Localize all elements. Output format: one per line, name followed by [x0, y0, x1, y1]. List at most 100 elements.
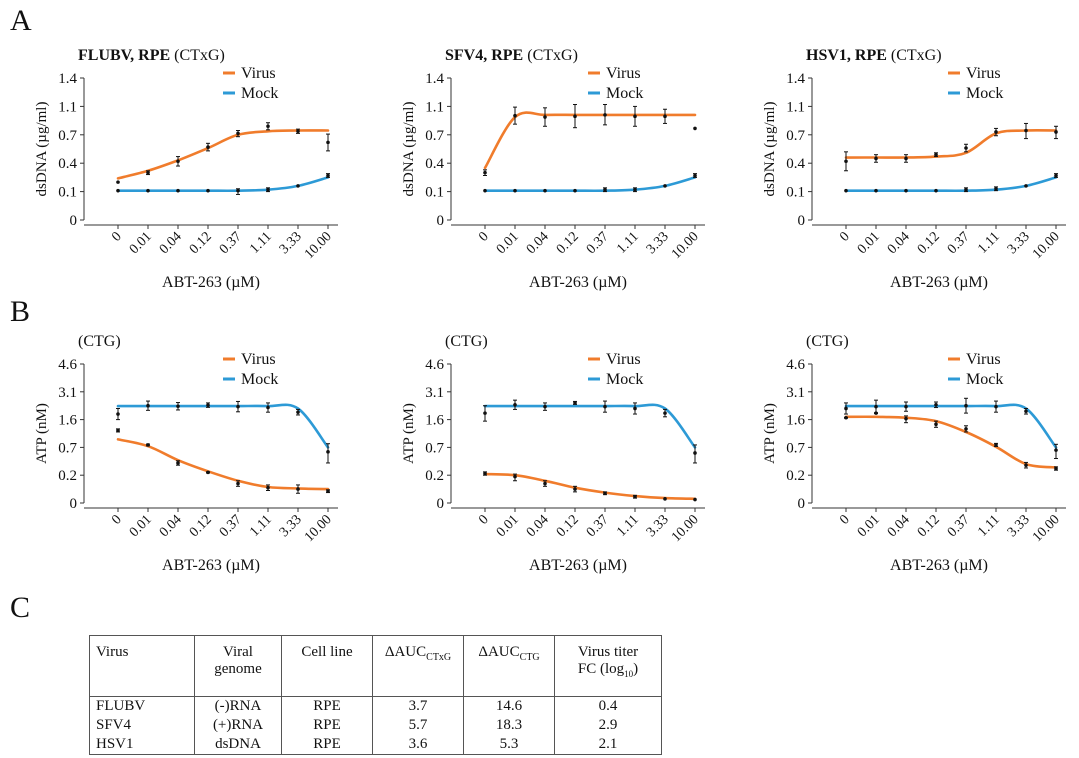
fit-curve-mock [483, 403, 697, 449]
data-point [116, 188, 120, 193]
x-tick-label: 0.37 [945, 229, 973, 257]
data-point [266, 124, 270, 129]
legend-label-virus: Virus [966, 65, 1001, 82]
data-point [206, 470, 210, 475]
data-point [543, 115, 547, 119]
x-tick-label: 0 [476, 512, 492, 528]
y-axis-label: dsDNA (µg/ml) [401, 102, 417, 197]
table-header-dauc-ctxg: ΔAUCCTxG [372, 635, 464, 697]
x-tick-label: 1.11 [975, 512, 1003, 540]
x-tick-label: 0 [476, 229, 492, 245]
chart-title-normal: (CTG) [445, 333, 488, 350]
table-cell: 5.3 [463, 735, 555, 755]
data-point [934, 422, 938, 427]
table-row: HSV1 dsDNA RPE 3.6 5.3 2.1 [89, 735, 662, 755]
data-point [326, 489, 330, 493]
fit-curve-mock [483, 176, 697, 193]
y-tick-label: 4.6 [425, 357, 444, 373]
y-axis-label: ATP (nM) [34, 403, 50, 464]
data-point [663, 184, 667, 188]
data-point [266, 485, 270, 490]
data-point [206, 188, 210, 193]
x-tick-label: 0.04 [524, 229, 552, 257]
data-point [326, 450, 330, 454]
chart-panel: HSV1, RPE (CTxG) 0 0.1 0.4 0.7 1.1 1.4 dsDNA (µ… [762, 47, 1066, 291]
x-tick-label: 3.33 [277, 512, 305, 540]
x-tick-label: 0.37 [584, 512, 612, 540]
data-point [1054, 466, 1058, 471]
y-tick-label: 0.7 [786, 440, 805, 456]
data-point [844, 159, 848, 164]
data-point [1054, 130, 1058, 134]
y-tick-label: 0.4 [786, 156, 805, 172]
data-point [573, 401, 577, 405]
data-point [994, 186, 998, 191]
legend-label-mock: Mock [606, 85, 643, 102]
data-point [874, 156, 878, 161]
data-point [693, 126, 697, 131]
data-point [693, 451, 697, 455]
y-tick-label: 0.7 [786, 128, 805, 144]
data-point [296, 129, 300, 134]
x-tick-label: 0.12 [187, 229, 215, 257]
data-point [296, 184, 300, 188]
x-tick-label: 10.00 [669, 229, 702, 262]
y-tick-label: 4.6 [58, 357, 77, 373]
table-header-cell-line: Cell line [281, 635, 373, 697]
y-tick-label: 0.2 [786, 468, 805, 484]
x-tick-label: 1.11 [975, 229, 1003, 257]
y-tick-label: 0 [70, 496, 78, 512]
table-cell: RPE [281, 696, 373, 716]
x-tick-label: 0.04 [157, 512, 185, 540]
data-point [573, 114, 577, 119]
data-point [116, 412, 120, 416]
y-tick-label: 3.1 [58, 385, 77, 401]
chart-panel: FLUBV, RPE (CTxG) 0 0.1 0.4 0.7 1.1 1.4 dsDNA (… [34, 47, 338, 291]
data-point [693, 497, 697, 502]
x-tick-label: 0.04 [885, 512, 913, 540]
x-axis-label: ABT-263 (µM) [529, 274, 627, 291]
y-tick-label: 0.1 [58, 185, 77, 201]
data-point [543, 188, 547, 193]
data-point [236, 481, 240, 486]
data-point [663, 411, 667, 415]
y-tick-label: 0.4 [58, 156, 77, 172]
data-point [513, 113, 517, 118]
data-point [176, 188, 180, 193]
table-cell: dsDNA [194, 735, 282, 755]
x-tick-label: 0.01 [855, 229, 883, 257]
y-axis-label: ATP (nM) [401, 403, 417, 464]
table-cell: RPE [281, 716, 373, 735]
data-point [603, 491, 607, 496]
x-tick-label: 10.00 [1030, 229, 1063, 262]
x-tick-label: 0.01 [494, 229, 522, 257]
data-point [633, 494, 637, 499]
data-point [176, 159, 180, 164]
data-point [206, 145, 210, 149]
x-tick-label: 10.00 [302, 229, 335, 262]
x-axis-label: ABT-263 (µM) [890, 274, 988, 291]
y-tick-label: 1.1 [425, 99, 444, 115]
table-cell: FLUBV [89, 696, 195, 716]
data-point [633, 187, 637, 192]
y-axis-label: dsDNA (µg/ml) [762, 102, 778, 197]
y-tick-label: 0 [437, 213, 445, 229]
chart-title-normal: (CTG) [78, 333, 121, 350]
data-point [693, 173, 697, 178]
x-tick-label: 0.12 [915, 512, 943, 540]
x-tick-label: 0 [837, 512, 853, 528]
y-axis-label: ATP (nM) [762, 403, 778, 464]
legend-label-mock: Mock [241, 371, 278, 388]
data-point [934, 402, 938, 407]
data-point [994, 443, 998, 447]
data-point [934, 188, 938, 193]
data-point [266, 405, 270, 410]
data-point [543, 481, 547, 486]
y-tick-label: 0.1 [425, 185, 444, 201]
data-point [513, 188, 517, 193]
chart-panel: SFV4, RPE (CTxG) 0 0.1 0.4 0.7 1.1 1.4 dsDNA (µ… [401, 47, 705, 291]
x-tick-label: 1.11 [247, 512, 275, 540]
data-point [934, 152, 938, 157]
fit-curve-mock [116, 403, 330, 449]
data-point [116, 180, 120, 184]
